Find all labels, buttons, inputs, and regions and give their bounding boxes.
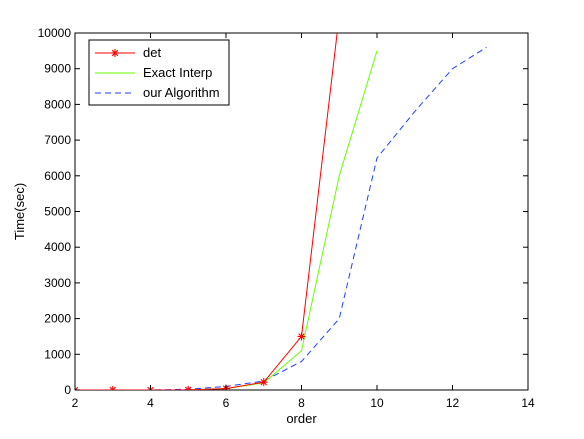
y-tick-label: 5000: [44, 205, 71, 219]
y-tick-label: 6000: [44, 169, 71, 183]
x-tick-label: 14: [521, 396, 535, 410]
x-axis-label: order: [286, 411, 317, 426]
y-tick-label: 10000: [38, 26, 72, 40]
y-tick-label: 2000: [44, 312, 71, 326]
legend-label: our Algorithm: [143, 85, 220, 100]
x-tick-label: 8: [298, 396, 305, 410]
y-tick-label: 9000: [44, 62, 71, 76]
data-point-marker: [75, 386, 79, 390]
legend-label: Exact Interp: [143, 65, 212, 80]
series-det: [75, 33, 338, 390]
x-tick-label: 2: [72, 396, 79, 410]
x-tick-label: 12: [446, 396, 460, 410]
x-tick-label: 10: [370, 396, 384, 410]
series-line-our-algorithm: [75, 46, 487, 390]
y-tick-label: 1000: [44, 347, 71, 361]
y-tick-labels: 0 1000 2000 3000 4000 5000 6000 7000 8000 9000 100…: [38, 26, 72, 397]
data-point-marker: [111, 49, 119, 57]
legend-item-exact-interp: Exact Interp: [95, 65, 212, 80]
series-our-algorithm: [75, 46, 487, 390]
data-point-marker: [297, 332, 306, 341]
y-axis-label: Time(sec): [12, 183, 27, 240]
y-tick-label: 7000: [44, 133, 71, 147]
legend: det Exact Interp our Algorithm: [88, 39, 230, 106]
y-tick-label: 4000: [44, 240, 71, 254]
tick-marks: [74, 32, 529, 391]
y-tick-label: 0: [64, 383, 71, 397]
data-point-marker: [108, 386, 117, 390]
legend-label: det: [143, 45, 161, 60]
legend-item-det: det: [95, 45, 161, 60]
data-point-marker: [259, 378, 268, 387]
series-line-det: [75, 33, 338, 390]
y-tick-label: 8000: [44, 97, 71, 111]
y-tick-label: 3000: [44, 276, 71, 290]
x-tick-labels: 2 4 6 8 10 12 14: [72, 396, 535, 410]
x-tick-label: 6: [223, 396, 230, 410]
data-point-marker: [184, 385, 193, 390]
legend-item-our-algorithm: our Algorithm: [95, 85, 220, 100]
x-tick-label: 4: [147, 396, 154, 410]
